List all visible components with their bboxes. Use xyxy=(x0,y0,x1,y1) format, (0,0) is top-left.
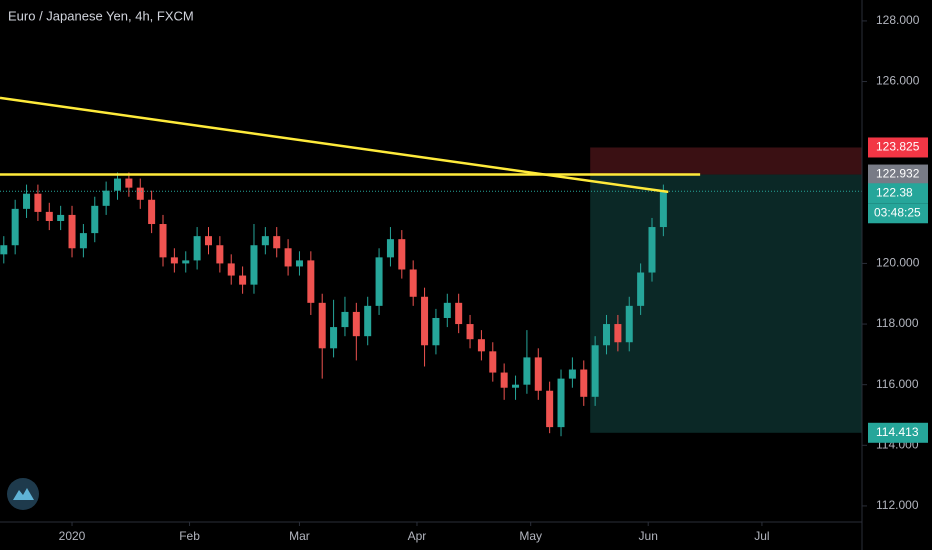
candle-body xyxy=(466,324,474,340)
stop-label: 123.825 xyxy=(876,140,920,154)
candle-body xyxy=(637,272,645,306)
candle-body xyxy=(477,339,485,352)
candle-body xyxy=(136,187,144,200)
x-tick-label: Apr xyxy=(408,529,427,543)
candle-body xyxy=(182,260,190,264)
y-tick-label: 116.000 xyxy=(876,377,919,391)
candle-body xyxy=(284,248,292,267)
candle-body xyxy=(102,190,110,206)
candle-body xyxy=(398,239,406,270)
target-label: 114.413 xyxy=(876,425,919,439)
candle-body xyxy=(591,345,599,397)
last-price-label: 122.38 xyxy=(876,185,913,199)
trend-line xyxy=(0,96,669,194)
candle-body xyxy=(148,199,156,225)
candle-body xyxy=(443,302,451,318)
x-tick-label: May xyxy=(519,529,542,543)
y-tick-label: 112.000 xyxy=(876,498,919,512)
candle-body xyxy=(625,305,633,343)
candle-body xyxy=(364,305,372,337)
candle-body xyxy=(421,296,429,346)
logo[interactable] xyxy=(7,478,39,510)
candle-body xyxy=(250,245,258,285)
candle-body xyxy=(273,236,281,249)
candle-body xyxy=(307,260,315,303)
y-tick-label: 120.000 xyxy=(876,256,920,270)
x-tick-label: 2020 xyxy=(59,529,86,543)
candle-body xyxy=(648,227,656,273)
candle-body xyxy=(239,275,247,285)
candle-body xyxy=(193,236,201,261)
axes: 112.000114.000116.000118.000120.000126.0… xyxy=(59,13,928,543)
candle-body xyxy=(91,205,99,234)
stop-zone xyxy=(590,147,862,175)
x-tick-label: Jul xyxy=(754,529,769,543)
candle-body xyxy=(500,372,508,388)
x-tick-label: Jun xyxy=(639,529,658,543)
candle-body xyxy=(45,211,53,221)
candle-body xyxy=(79,233,87,249)
countdown: 03:48:25 xyxy=(874,205,921,219)
plot xyxy=(0,96,862,437)
candle-body xyxy=(11,208,19,246)
candle-body xyxy=(34,193,42,212)
candle-body xyxy=(512,384,520,388)
candle-body xyxy=(216,245,224,264)
candle-body xyxy=(546,390,554,428)
zones xyxy=(590,147,862,433)
candle-body xyxy=(375,257,383,306)
candle-body xyxy=(204,236,212,246)
countdown-box xyxy=(868,203,928,224)
candle-body xyxy=(114,178,122,191)
stop-label-box xyxy=(868,137,928,158)
candle-body xyxy=(534,357,542,391)
last-price-label-box xyxy=(868,183,928,204)
x-tick-label: Feb xyxy=(179,529,200,543)
candle-body xyxy=(23,193,31,209)
y-tick-label: 118.000 xyxy=(876,316,919,330)
candle-body xyxy=(68,214,76,249)
candle-body xyxy=(330,327,338,349)
entry-label: 122.932 xyxy=(876,167,920,181)
y-tick-label: 128.000 xyxy=(876,13,920,27)
target-label-box xyxy=(868,422,928,443)
chart-title: Euro / Japanese Yen, 4h, FXCM xyxy=(8,8,194,23)
candle-body xyxy=(557,378,565,428)
candle-body xyxy=(295,260,303,267)
candle-body xyxy=(432,317,440,346)
candle-body xyxy=(227,263,235,276)
candle-body xyxy=(159,224,167,258)
candle-body xyxy=(659,191,667,228)
candle-body xyxy=(409,269,417,297)
candle-body xyxy=(523,357,531,385)
candle-body xyxy=(261,236,269,246)
candle-body xyxy=(568,369,576,379)
x-tick-label: Mar xyxy=(289,529,310,543)
candle-body xyxy=(341,311,349,328)
candle-body xyxy=(57,214,65,221)
candle-body xyxy=(125,178,133,188)
candle-body xyxy=(386,239,394,258)
entry-label-box xyxy=(868,164,928,185)
candle-body xyxy=(352,311,360,337)
candle-body xyxy=(614,324,622,343)
candle-body xyxy=(603,324,611,346)
candle-body xyxy=(455,302,463,325)
target-zone xyxy=(590,174,862,433)
candle-body xyxy=(489,351,497,373)
y-tick-label: 126.000 xyxy=(876,74,920,88)
candle-body xyxy=(170,257,178,264)
candle-body xyxy=(318,302,326,349)
candle-body xyxy=(0,245,8,255)
candle-body xyxy=(580,369,588,397)
